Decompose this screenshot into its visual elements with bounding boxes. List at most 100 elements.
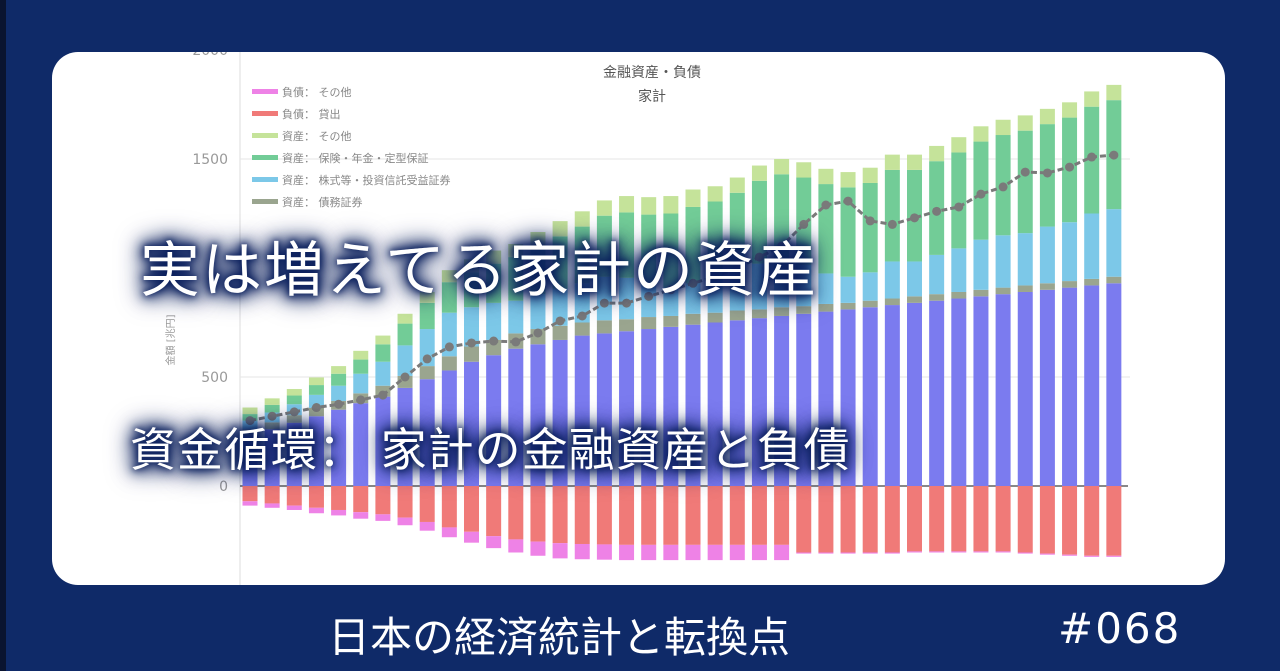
bar-deposits bbox=[840, 309, 856, 486]
bar-stocks bbox=[619, 277, 635, 320]
bar-bonds bbox=[641, 317, 657, 330]
bar-deposits bbox=[1106, 283, 1122, 486]
bar-bonds bbox=[464, 346, 479, 362]
bar-loans bbox=[1062, 486, 1078, 555]
bar-stocks bbox=[907, 261, 922, 297]
bar-insurance bbox=[441, 282, 457, 313]
bar-other_liabilities bbox=[1062, 554, 1078, 556]
net-assets-point bbox=[267, 411, 277, 421]
bar-insurance bbox=[286, 395, 302, 405]
bar-other_liabilities bbox=[397, 517, 413, 526]
series-name: 日本の経済統計と転換点 bbox=[328, 613, 791, 662]
bar-bonds bbox=[264, 422, 280, 430]
bar-deposits bbox=[951, 298, 967, 486]
bar-deposits bbox=[397, 387, 413, 486]
legend-swatch bbox=[252, 89, 278, 94]
bar-stocks bbox=[840, 276, 856, 303]
bar-loans bbox=[862, 486, 878, 553]
bar-bonds bbox=[308, 407, 324, 417]
bar-stocks bbox=[486, 302, 502, 340]
bar-deposits bbox=[729, 320, 745, 486]
bar-deposits bbox=[508, 348, 524, 486]
bar-stocks bbox=[774, 259, 790, 308]
bar-other_liabilities bbox=[1084, 555, 1100, 557]
bar-loans bbox=[264, 486, 280, 504]
legend-label: 資産： 債務証券 bbox=[282, 195, 363, 209]
bar-loans bbox=[1106, 486, 1122, 556]
net-assets-point bbox=[444, 342, 454, 352]
bar-other_assets bbox=[1039, 108, 1055, 125]
net-assets-point bbox=[1109, 150, 1119, 160]
bar-stocks bbox=[751, 263, 767, 310]
bar-bonds bbox=[818, 303, 834, 312]
bar-bonds bbox=[929, 294, 945, 301]
bar-other_liabilities bbox=[707, 544, 723, 561]
bar-deposits bbox=[353, 403, 369, 486]
bar-insurance bbox=[729, 192, 745, 274]
bar-other_assets bbox=[308, 377, 324, 386]
legend-swatch bbox=[252, 111, 278, 116]
bar-other_assets bbox=[286, 388, 302, 396]
bar-other_liabilities bbox=[641, 544, 657, 561]
bar-stocks bbox=[1017, 233, 1033, 286]
bar-deposits bbox=[907, 302, 922, 486]
net-assets-point bbox=[954, 202, 964, 212]
bar-other_assets bbox=[663, 196, 679, 214]
bar-stocks bbox=[685, 283, 701, 314]
bar-other_assets bbox=[574, 211, 590, 227]
net-assets-point bbox=[666, 285, 676, 295]
bar-insurance bbox=[951, 152, 967, 249]
bar-insurance bbox=[707, 201, 723, 280]
bar-other_assets bbox=[840, 172, 856, 188]
bar-bonds bbox=[419, 366, 435, 380]
bar-other_assets bbox=[1084, 91, 1100, 107]
bar-bonds bbox=[286, 415, 302, 423]
bar-other_liabilities bbox=[929, 551, 945, 553]
bar-insurance bbox=[751, 180, 767, 264]
bar-loans bbox=[331, 486, 347, 510]
bar-stocks bbox=[929, 254, 945, 295]
bar-deposits bbox=[685, 324, 701, 486]
net-assets-point bbox=[489, 336, 499, 346]
bar-bonds bbox=[973, 289, 989, 297]
bar-bonds bbox=[907, 296, 922, 303]
bar-stocks bbox=[464, 307, 479, 347]
bar-loans bbox=[574, 486, 590, 544]
bar-other_assets bbox=[486, 250, 502, 264]
bar-other_assets bbox=[441, 270, 457, 283]
net-assets-point bbox=[865, 216, 875, 226]
bar-other_assets bbox=[1017, 115, 1033, 131]
bar-other_liabilities bbox=[619, 544, 635, 561]
bar-deposits bbox=[663, 326, 679, 486]
bar-other_assets bbox=[552, 221, 568, 237]
bar-loans bbox=[929, 486, 945, 552]
bar-deposits bbox=[242, 435, 258, 486]
bar-deposits bbox=[331, 409, 347, 486]
bar-loans bbox=[973, 486, 989, 552]
legend-swatch bbox=[252, 155, 278, 160]
bar-deposits bbox=[774, 315, 790, 486]
net-assets-point bbox=[644, 291, 654, 301]
bar-other_liabilities bbox=[286, 505, 302, 510]
bar-bonds bbox=[441, 356, 457, 371]
bar-other_assets bbox=[596, 200, 612, 216]
bar-insurance bbox=[574, 226, 590, 284]
bar-other_liabilities bbox=[884, 552, 900, 554]
net-assets-point bbox=[1020, 167, 1030, 177]
bar-other_liabilities bbox=[353, 512, 369, 519]
bar-stocks bbox=[729, 273, 745, 311]
bar-bonds bbox=[619, 319, 635, 332]
bar-deposits bbox=[375, 396, 391, 486]
bar-insurance bbox=[1017, 130, 1033, 234]
bar-insurance bbox=[264, 404, 280, 413]
bar-other_assets bbox=[397, 313, 413, 324]
net-assets-point bbox=[289, 407, 299, 417]
bar-stocks bbox=[1039, 226, 1055, 284]
bar-insurance bbox=[331, 373, 347, 386]
net-assets-point bbox=[1087, 152, 1097, 162]
bar-insurance bbox=[619, 212, 635, 278]
legend-swatch bbox=[252, 199, 278, 204]
bar-other_liabilities bbox=[818, 552, 834, 554]
net-assets-point bbox=[378, 390, 388, 400]
bar-loans bbox=[486, 486, 502, 537]
